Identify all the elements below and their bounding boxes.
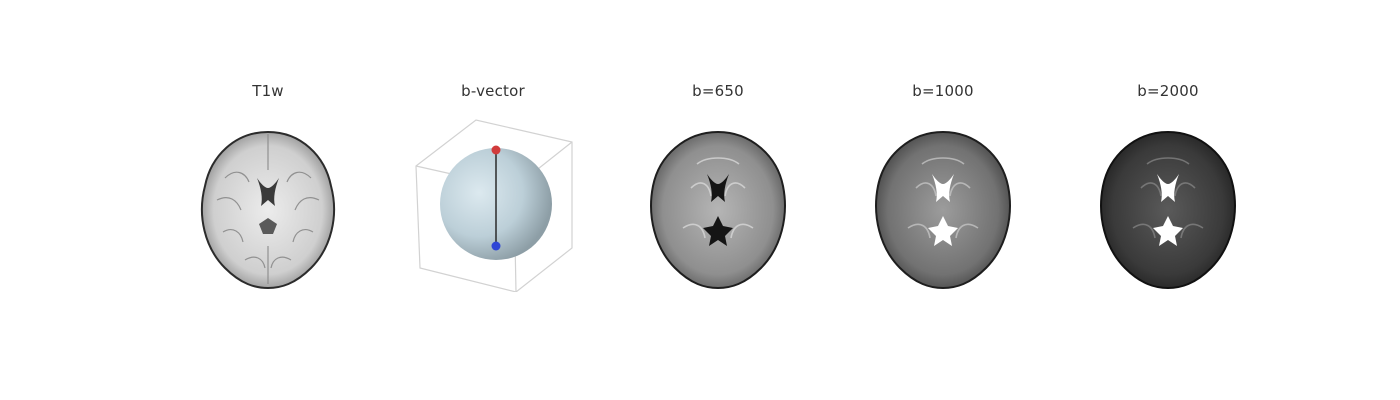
panel-title-b2000: b=2000 — [1137, 82, 1199, 100]
panel-title-b1000: b=1000 — [912, 82, 974, 100]
brain-slice-b650 — [650, 130, 786, 290]
b-vector-point-bottom — [491, 241, 501, 251]
brain-outline — [1100, 130, 1236, 290]
panel-t1w: T1w — [173, 82, 363, 292]
panel-b-vector: b-vector — [398, 82, 588, 292]
panel-title-b-vector: b-vector — [461, 82, 525, 100]
panel-b1000: b=1000 — [848, 82, 1038, 292]
ventricles — [1157, 174, 1179, 202]
panel-title-b650: b=650 — [692, 82, 744, 100]
ventricles — [932, 174, 954, 202]
brain-slice-t1w — [201, 130, 335, 290]
brain-outline — [875, 130, 1011, 290]
b-vector-sphere — [415, 119, 573, 292]
brain-slice-b1000 — [875, 130, 1011, 290]
b-vector-point-top — [491, 145, 501, 155]
brain-outline — [201, 130, 335, 290]
ventricles — [257, 178, 279, 206]
ventricles — [707, 174, 729, 202]
brain-outline — [650, 130, 786, 290]
panel-title-t1w: T1w — [252, 82, 284, 100]
panel-b2000: b=2000 — [1073, 82, 1263, 292]
panel-b650: b=650 — [623, 82, 813, 292]
brain-slice-b2000 — [1100, 130, 1236, 290]
